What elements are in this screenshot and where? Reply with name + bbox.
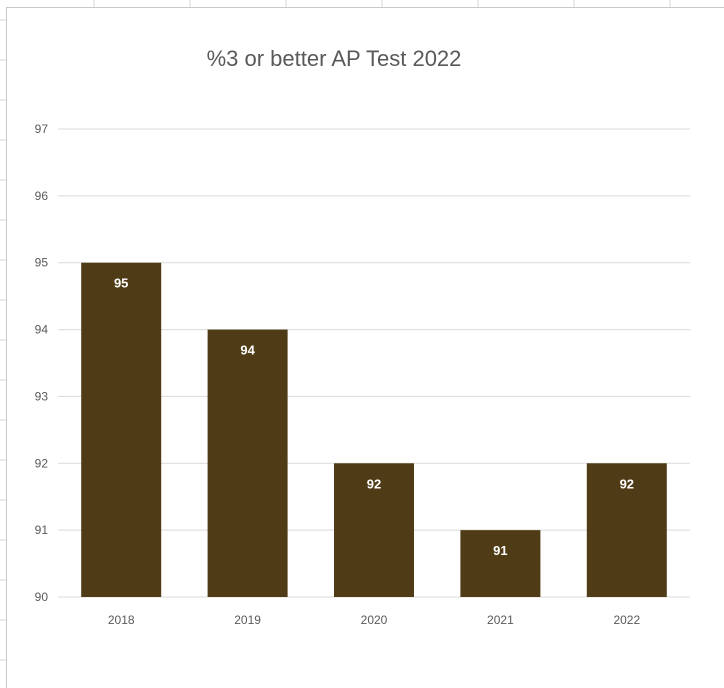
data-label: 92 [367,476,381,491]
data-label: 92 [620,476,634,491]
x-tick-label: 2020 [361,613,388,627]
bar-2021[interactable] [460,530,541,597]
bar-2020[interactable] [334,463,414,597]
bar-2019[interactable] [207,329,288,597]
chart-title: %3 or better AP Test 2022 [207,46,462,71]
bar-chart: %3 or better AP Test 2022 90 91 92 93 94 95 96… [35,46,690,627]
y-tick-label: 95 [35,256,49,270]
spreadsheet-gridlines [0,0,671,661]
data-label: 95 [114,276,128,291]
y-tick-label: 92 [35,456,49,470]
y-tick-label: 93 [35,389,49,403]
y-tick-label: 90 [35,590,49,604]
bar-2018[interactable] [81,262,162,597]
x-tick-label: 2022 [613,613,640,627]
x-axis-tick-labels: 2018 2019 2020 2021 2022 [108,613,641,627]
x-tick-label: 2019 [234,613,261,627]
y-tick-label: 97 [35,122,49,136]
data-label: 91 [493,543,507,558]
y-axis-tick-labels: 90 91 92 93 94 95 96 97 [35,122,49,604]
y-tick-label: 91 [35,523,49,537]
x-tick-label: 2018 [108,613,135,627]
y-tick-label: 96 [35,189,49,203]
data-label: 94 [240,343,255,358]
y-tick-label: 94 [35,323,49,337]
x-tick-label: 2021 [487,613,514,627]
bar-2022[interactable] [586,463,667,597]
bars: 95 94 92 91 92 [81,262,667,597]
